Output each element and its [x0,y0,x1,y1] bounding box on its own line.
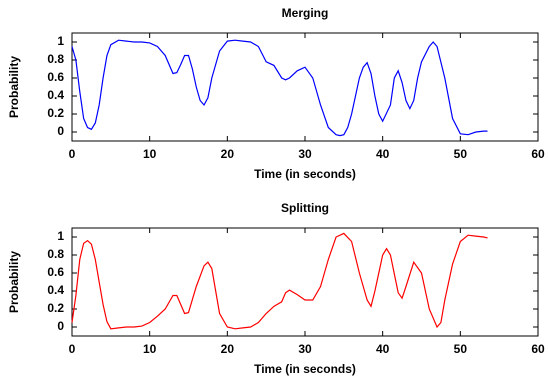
x-tick-label: 30 [298,147,312,161]
x-tick-label: 50 [454,342,468,356]
series-line [71,39,488,137]
y-tick-label: 1 [57,229,64,243]
x-tick-label: 20 [221,147,235,161]
chart-title: Merging [282,6,329,20]
x-tick-label: 60 [531,147,545,161]
y-tick-label: 0.2 [47,301,64,315]
y-tick-label: 0 [57,319,64,333]
y-tick-label: 0.2 [47,106,64,120]
y-tick-label: 0.4 [47,88,64,102]
x-tick-label: 50 [454,147,468,161]
y-tick-label: 0.8 [47,52,64,66]
y-tick-label: 0.8 [47,247,64,261]
y-tick-label: 0.6 [47,70,64,84]
x-tick-label: 20 [221,342,235,356]
chart-title: Splitting [281,201,329,215]
y-axis-label: Probability [7,56,21,118]
y-axis-label: Probability [7,251,21,313]
x-tick-label: 60 [531,342,545,356]
x-tick-label: 30 [298,342,312,356]
x-axis-label: Time (in seconds) [254,362,356,376]
x-tick-label: 0 [69,147,76,161]
y-tick-label: 0.4 [47,283,64,297]
x-tick-label: 0 [69,342,76,356]
y-tick-label: 0 [57,124,64,138]
x-tick-label: 40 [376,147,390,161]
x-tick-label: 10 [143,147,157,161]
plot-frame [71,227,539,337]
series-line [71,232,488,330]
x-tick-label: 40 [376,342,390,356]
y-tick-label: 1 [57,34,64,48]
y-tick-label: 0.6 [47,265,64,279]
plot-frame [71,32,539,142]
x-axis-label: Time (in seconds) [254,167,356,181]
x-tick-label: 10 [143,342,157,356]
